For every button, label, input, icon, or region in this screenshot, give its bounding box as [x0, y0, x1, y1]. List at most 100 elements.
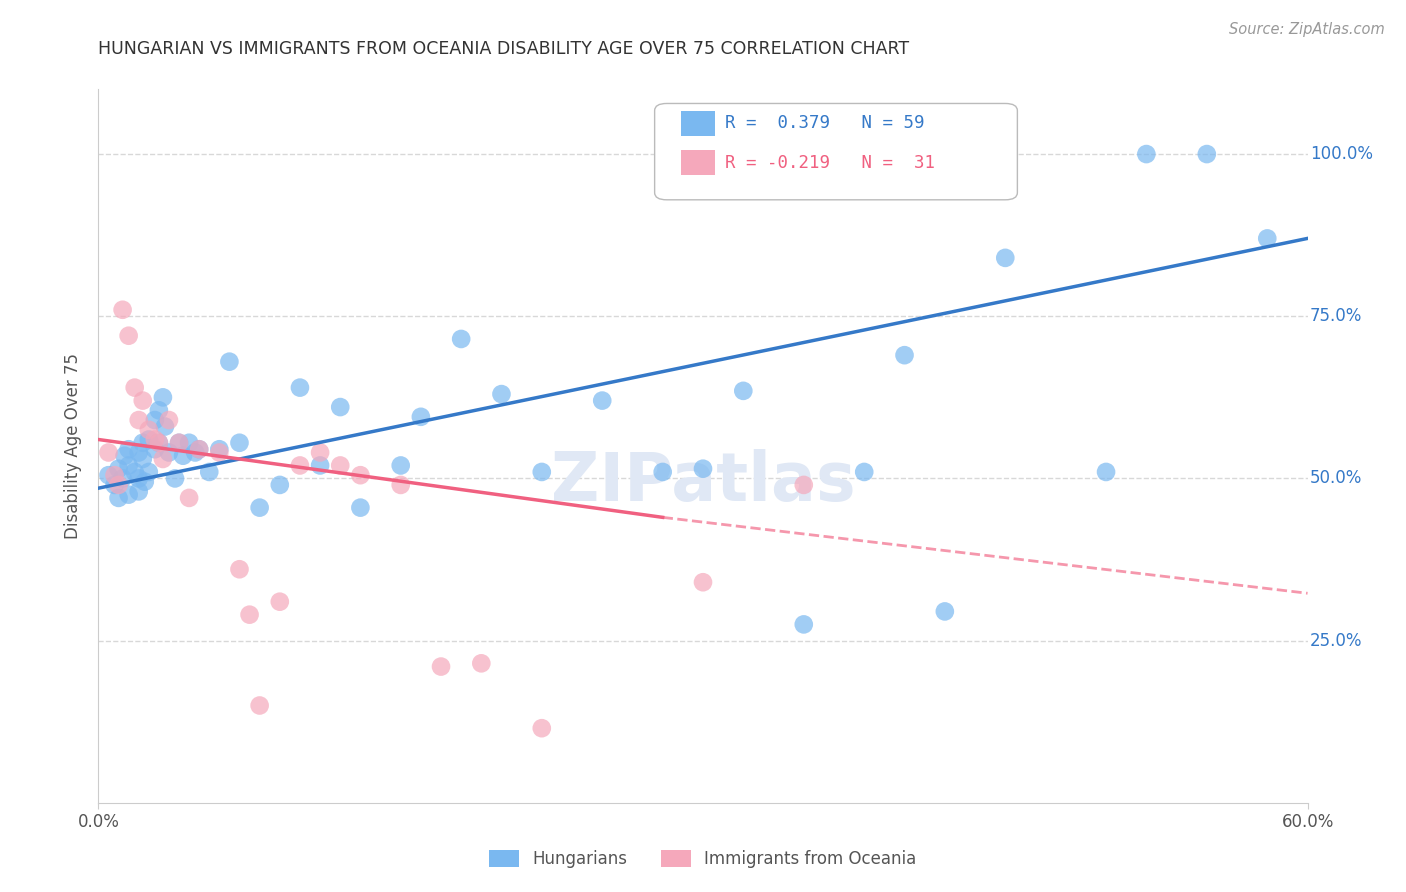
Point — [157, 413, 180, 427]
Point — [163, 471, 186, 485]
Point — [172, 449, 194, 463]
Point — [218, 354, 240, 368]
Point — [1135, 147, 1157, 161]
Point — [177, 491, 201, 505]
Point — [152, 452, 174, 467]
Point — [111, 302, 134, 317]
Point — [138, 465, 160, 479]
Point — [228, 562, 250, 576]
Point — [128, 484, 150, 499]
Point — [692, 575, 714, 590]
Text: HUNGARIAN VS IMMIGRANTS FROM OCEANIA DISABILITY AGE OVER 75 CORRELATION CHART: HUNGARIAN VS IMMIGRANTS FROM OCEANIA DIS… — [98, 40, 910, 58]
Point — [148, 435, 170, 450]
Point — [103, 478, 125, 492]
Point — [157, 445, 180, 459]
Point — [208, 445, 231, 459]
Point — [1256, 231, 1278, 245]
Point — [389, 478, 412, 492]
Point — [249, 500, 271, 515]
Point — [103, 468, 125, 483]
Point — [138, 433, 160, 447]
Point — [329, 458, 352, 473]
Point — [309, 445, 332, 459]
Point — [97, 468, 120, 483]
Point — [591, 393, 613, 408]
Point — [143, 442, 166, 457]
Point — [111, 471, 134, 485]
Point — [124, 465, 146, 479]
Point — [249, 698, 271, 713]
Point — [128, 413, 150, 427]
Text: 100.0%: 100.0% — [1310, 145, 1374, 163]
Point — [853, 465, 876, 479]
Point — [107, 491, 129, 505]
Point — [148, 435, 170, 450]
Point — [349, 500, 371, 515]
Point — [118, 458, 141, 473]
Point — [128, 445, 150, 459]
Point — [934, 604, 956, 618]
Point — [733, 384, 755, 398]
Point — [389, 458, 412, 473]
Point — [893, 348, 915, 362]
Point — [153, 419, 176, 434]
Point — [793, 478, 815, 492]
Text: R = -0.219   N =  31: R = -0.219 N = 31 — [724, 153, 935, 171]
Point — [134, 475, 156, 489]
Point — [288, 381, 311, 395]
Point — [118, 488, 141, 502]
Point — [651, 465, 673, 479]
Point — [152, 390, 174, 404]
Bar — [682, 111, 716, 136]
Point — [143, 413, 166, 427]
Text: 75.0%: 75.0% — [1310, 307, 1362, 326]
Point — [309, 458, 332, 473]
Point — [793, 617, 815, 632]
Point — [269, 595, 291, 609]
Point — [107, 478, 129, 492]
Point — [97, 445, 120, 459]
Point — [118, 442, 141, 457]
Point — [1195, 147, 1218, 161]
Point — [269, 478, 291, 492]
Point — [132, 393, 155, 408]
Bar — [682, 150, 716, 175]
Point — [288, 458, 311, 473]
Point — [409, 409, 432, 424]
Point — [167, 435, 190, 450]
Point — [118, 328, 141, 343]
Point — [228, 435, 250, 450]
Point — [208, 442, 231, 457]
Point — [530, 721, 553, 735]
Point — [994, 251, 1017, 265]
Point — [239, 607, 262, 622]
Text: 50.0%: 50.0% — [1310, 469, 1362, 487]
Point — [132, 452, 155, 467]
Point — [107, 461, 129, 475]
Point — [188, 442, 211, 457]
Text: R =  0.379   N = 59: R = 0.379 N = 59 — [724, 114, 924, 132]
Point — [692, 461, 714, 475]
Point — [470, 657, 492, 671]
Point — [329, 400, 352, 414]
Point — [198, 465, 221, 479]
Point — [184, 445, 207, 459]
Point — [450, 332, 472, 346]
Point — [1095, 465, 1118, 479]
Point — [143, 433, 166, 447]
Point — [148, 403, 170, 417]
Y-axis label: Disability Age Over 75: Disability Age Over 75 — [65, 353, 83, 539]
FancyBboxPatch shape — [655, 103, 1018, 200]
Point — [177, 435, 201, 450]
Text: ZIPatlas: ZIPatlas — [551, 449, 855, 515]
Point — [132, 435, 155, 450]
Point — [138, 423, 160, 437]
Point — [491, 387, 513, 401]
Point — [128, 471, 150, 485]
Legend: Hungarians, Immigrants from Oceania: Hungarians, Immigrants from Oceania — [482, 843, 924, 875]
Point — [124, 381, 146, 395]
Point — [188, 442, 211, 457]
Point — [114, 449, 136, 463]
Text: Source: ZipAtlas.com: Source: ZipAtlas.com — [1229, 22, 1385, 37]
Point — [430, 659, 453, 673]
